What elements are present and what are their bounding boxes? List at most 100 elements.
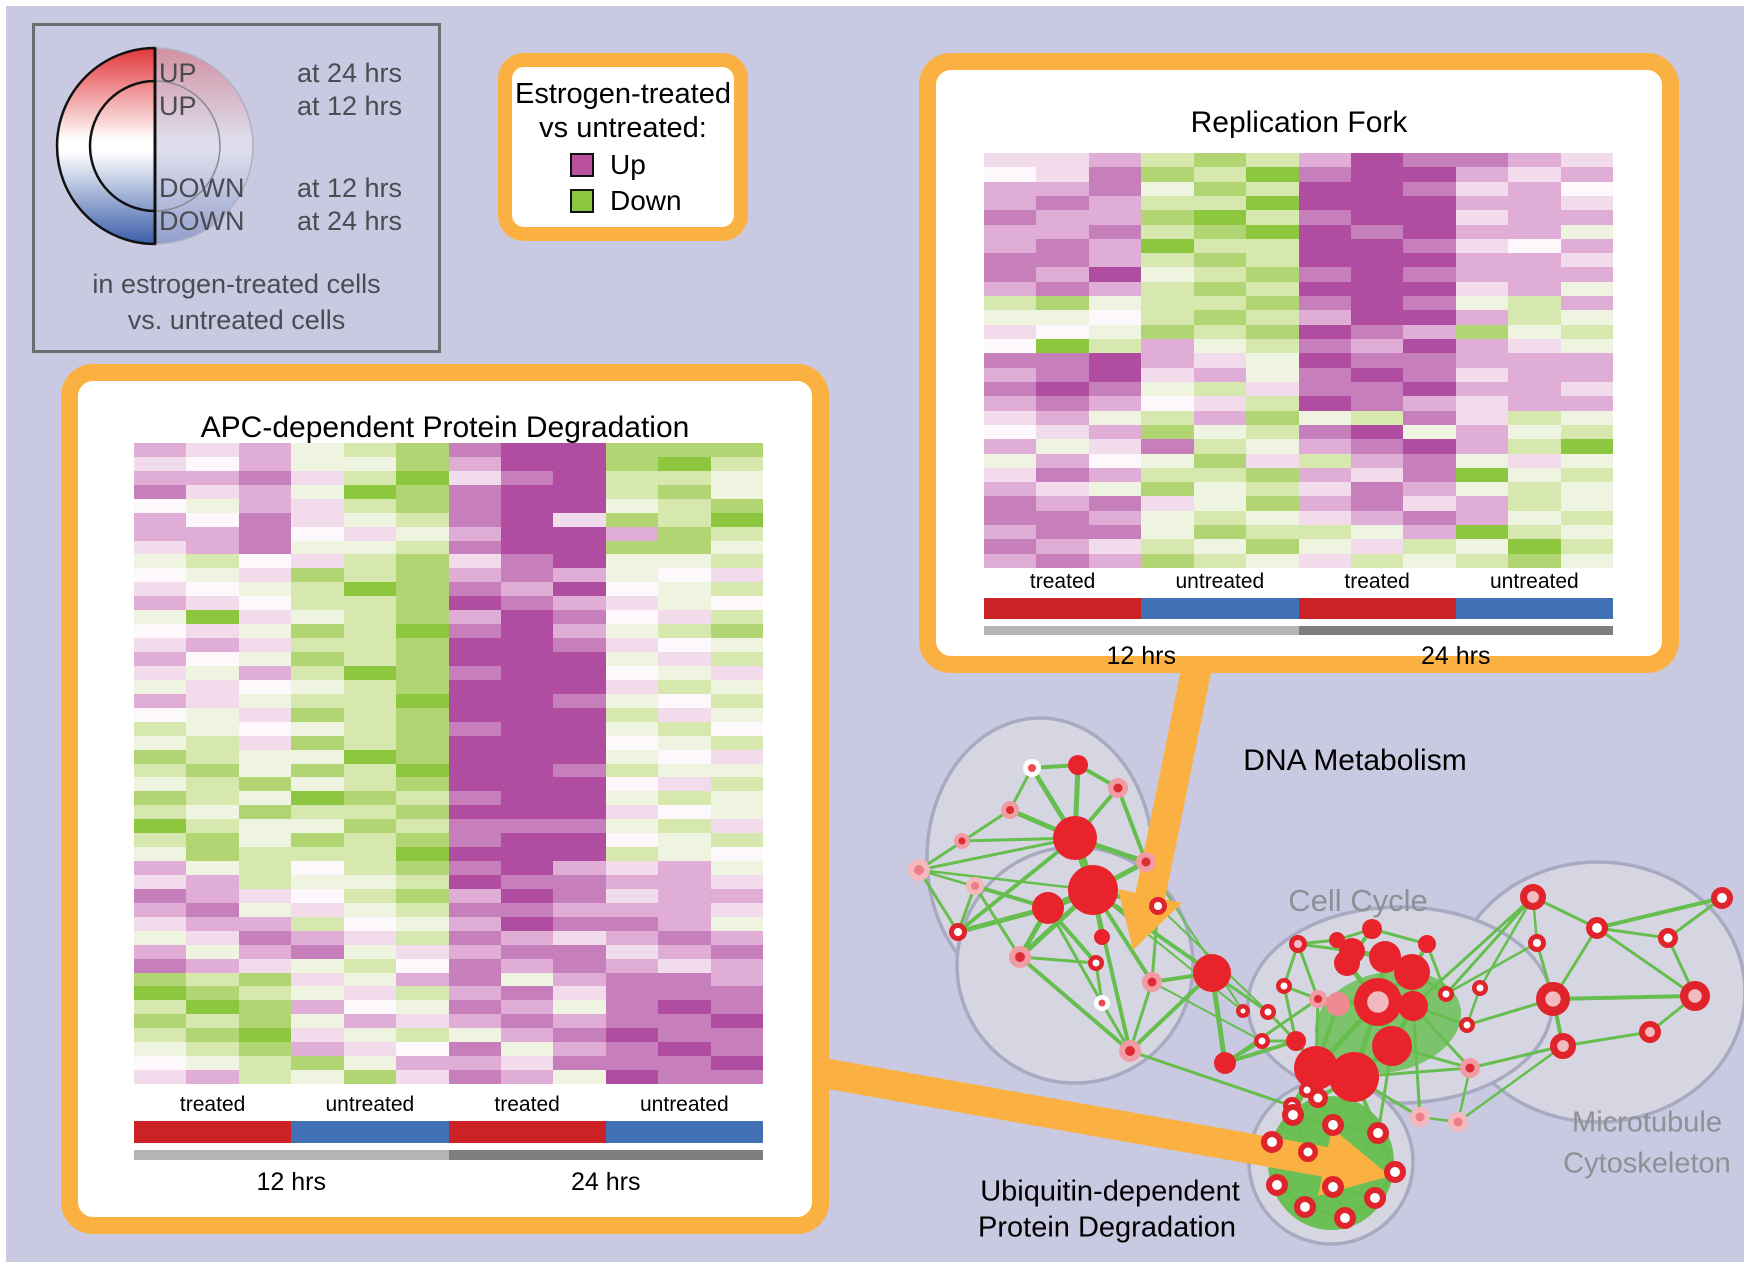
heatmap-cell: [291, 847, 344, 862]
heatmap-cell: [1560, 153, 1613, 168]
heatmap-cell: [134, 582, 187, 597]
heatmap-cell: [238, 888, 292, 903]
heatmap-cell: [1036, 353, 1089, 368]
heatmap-cell: [553, 652, 606, 666]
heatmap-cell: [291, 707, 344, 722]
heatmap-cell: [1560, 253, 1613, 268]
heatmap-cell: [984, 539, 1037, 554]
heatmap-cell: [134, 833, 187, 848]
heatmap-cell: [658, 679, 711, 694]
network-node: [1329, 932, 1345, 948]
heatmap-cell: [238, 1042, 292, 1057]
heatmap-cell: [1298, 453, 1351, 468]
heatmap-cell: [1088, 324, 1142, 340]
cluster-label-dna-metabolism: DNA Metabolism: [1243, 744, 1467, 777]
heatmap-cell: [1088, 367, 1142, 382]
heatmap-cell: [1141, 253, 1194, 268]
heatmap-cell: [1193, 210, 1247, 225]
heatmap-cell: [1508, 553, 1561, 568]
heatmap-cell: [605, 833, 659, 848]
heatmap-cell: [710, 568, 763, 583]
network-node: [1068, 755, 1088, 775]
heatmap-cell: [238, 944, 292, 959]
network-node: [1276, 978, 1292, 994]
heatmap-cell: [1246, 167, 1299, 182]
network-node: [1053, 816, 1097, 860]
legend-up-24-time: at 24 hrs: [296, 58, 402, 88]
heatmap-cell: [658, 986, 711, 1001]
heatmap-cell: [658, 888, 711, 903]
heatmap-cell: [1560, 353, 1613, 368]
heatmap-cell: [1350, 410, 1404, 425]
heatmap-cell: [1508, 267, 1561, 282]
legend-item-down: Down: [570, 185, 734, 217]
network-node: [1068, 865, 1118, 915]
heatmap-cell: [1088, 410, 1142, 425]
heatmap-cell: [1088, 439, 1142, 454]
heatmap-cell: [1141, 210, 1194, 225]
heatmap-cell: [186, 540, 239, 555]
heatmap-cell: [1036, 525, 1089, 540]
heatmap-cell: [1403, 195, 1456, 211]
heatmap-cell: [1350, 496, 1404, 511]
heatmap-cell: [291, 498, 344, 513]
heatmap-cell: [553, 498, 606, 513]
heatmap-cell: [291, 763, 344, 778]
heatmap-cell: [500, 763, 554, 778]
heatmap-cell: [186, 861, 239, 875]
heatmap-cell: [291, 1070, 344, 1084]
heatmap-cell: [186, 902, 239, 917]
heatmap-cell: [1350, 439, 1404, 454]
heatmap-cell: [605, 916, 659, 931]
heatmap-cell: [710, 1000, 763, 1015]
heatmap-cell: [238, 526, 292, 541]
estrogen-legend-title-2: vs untreated:: [539, 112, 707, 144]
heatmap-cell: [1036, 367, 1089, 382]
heatmap-cell: [553, 679, 606, 694]
heatmap-cell: [710, 930, 763, 945]
heatmap-cell: [658, 833, 711, 848]
heatmap-cell: [448, 554, 501, 569]
heatmap-cell: [291, 833, 344, 848]
heatmap-cell: [1298, 324, 1351, 340]
heatmap-cell: [500, 624, 554, 639]
heatmap-cell: [710, 638, 763, 653]
heatmap-cell: [658, 498, 711, 513]
heatmap-cell: [1246, 539, 1299, 554]
network-node: [1384, 1161, 1407, 1184]
heatmap-cell: [1560, 181, 1613, 196]
heatmap-cell: [1403, 153, 1456, 168]
heatmap-cell: [658, 791, 711, 806]
heatmap-cell: [1350, 539, 1404, 554]
heatmap-cell: [448, 819, 501, 834]
heatmap-cell: [605, 986, 659, 1001]
network-node: [1438, 986, 1454, 1002]
apc-group-untreated-24: untreated: [640, 1093, 729, 1116]
heatmap-cell: [343, 902, 397, 917]
network-node: [1148, 896, 1167, 915]
heatmap-cell: [238, 498, 292, 513]
network-node: [954, 833, 970, 849]
heatmap-cell: [658, 1056, 711, 1071]
heatmap-cell: [1350, 467, 1404, 483]
heatmap-cell: [134, 847, 187, 862]
heatmap-cell: [1508, 310, 1561, 325]
heatmap-cell: [500, 721, 554, 736]
heatmap-cell: [1246, 296, 1299, 311]
heatmap-cell: [291, 512, 344, 527]
network-edge: [917, 869, 960, 933]
heatmap-cell: [1298, 510, 1351, 526]
network-edge: [1046, 907, 1104, 1004]
apc-bar-treated-24: [448, 1121, 606, 1143]
heatmap-cell: [710, 679, 763, 694]
heatmap-cell: [291, 456, 344, 471]
heatmap-cell: [134, 916, 187, 931]
heatmap-cell: [984, 396, 1037, 411]
rf-group-untreated-24: untreated: [1490, 570, 1579, 593]
legend-up-24: UP: [159, 58, 197, 88]
heatmap-cell: [1036, 153, 1089, 168]
heatmap-cell: [1246, 467, 1299, 483]
heatmap-cell: [1036, 310, 1089, 325]
heatmap-cell: [396, 1028, 449, 1043]
heatmap-cell: [605, 484, 659, 499]
